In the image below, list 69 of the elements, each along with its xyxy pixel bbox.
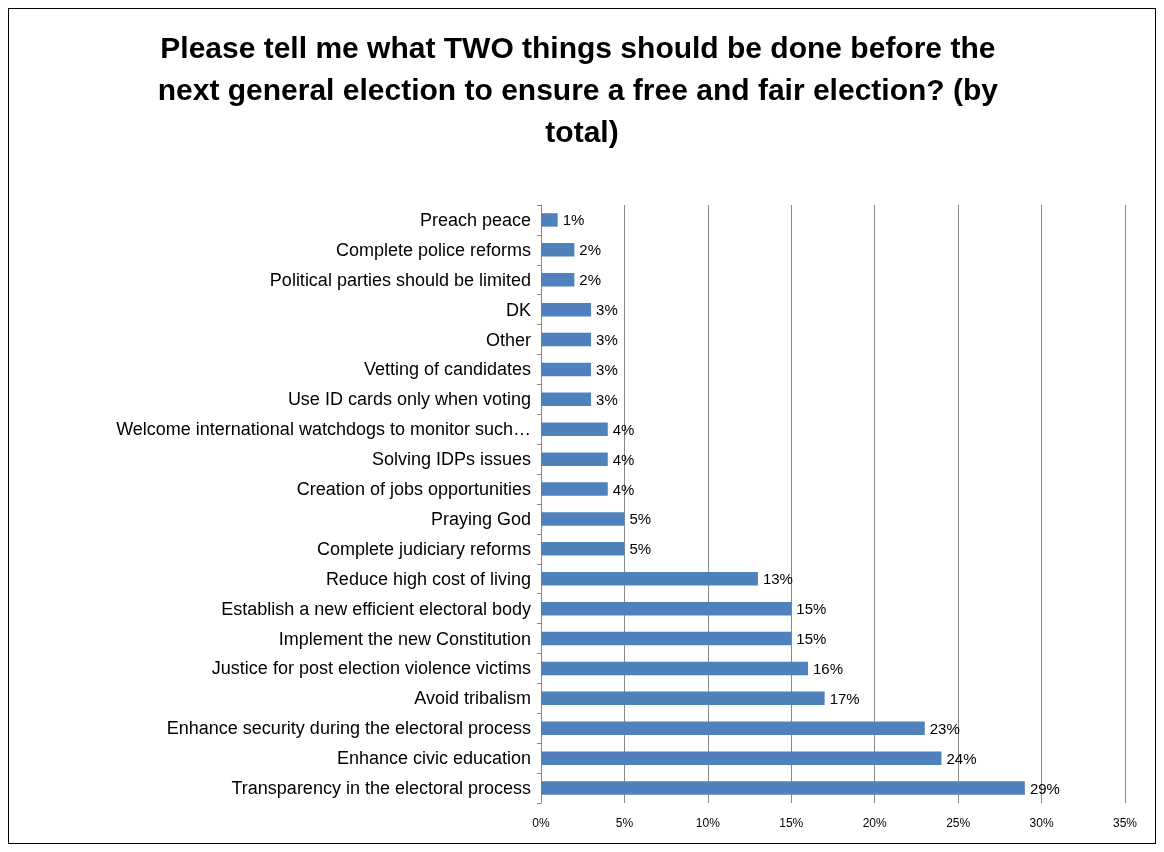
data-label: 2% — [579, 271, 602, 289]
x-tick-label: 35% — [1112, 816, 1138, 830]
data-label: 17% — [829, 689, 860, 707]
data-label: 5% — [629, 540, 652, 558]
data-label: 4% — [612, 420, 635, 438]
chart-title: Please tell me what TWO things should be done before the next general election to ensure a free and fair election? (by total) — [157, 30, 1007, 148]
bar — [541, 243, 575, 257]
y-tick-label: Praying God — [430, 508, 531, 529]
data-label: 13% — [762, 570, 793, 588]
data-label: 16% — [812, 659, 843, 677]
bar — [541, 392, 592, 407]
x-tick-label: 25% — [946, 816, 971, 830]
x-tick-label: 5% — [615, 816, 634, 830]
bar — [541, 721, 925, 735]
y-tick-label: Implement the new Constitution — [278, 628, 531, 649]
y-tick-label: Transparency in the electoral process — [231, 778, 531, 799]
y-tick-label: Enhance civic education — [336, 748, 531, 769]
x-tick-label: 30% — [1029, 816, 1054, 830]
y-tick-label: Vetting of candidates — [363, 359, 531, 380]
y-tick-label: Justice for post election violence victims — [211, 658, 531, 679]
data-label: 1% — [562, 211, 585, 229]
bar — [541, 332, 592, 347]
data-label: 5% — [629, 510, 652, 528]
y-tick-label: Establish a new efficient electoral body — [221, 598, 531, 619]
data-label: 4% — [612, 480, 635, 498]
bar — [541, 512, 625, 526]
bar — [541, 482, 608, 496]
data-label: 3% — [596, 301, 618, 319]
bar — [541, 572, 758, 586]
y-tick-label: Political parties should be limited — [269, 269, 531, 290]
data-label: 2% — [579, 241, 602, 259]
y-tick-label: Welcome international watchdogs to monitor such… — [116, 419, 531, 440]
bar — [541, 422, 608, 436]
bar — [541, 691, 825, 706]
y-tick-label: Complete judiciary reforms — [316, 538, 531, 559]
data-label: 15% — [796, 630, 827, 648]
bar — [541, 213, 558, 227]
y-tick-label: Creation of jobs opportunities — [296, 479, 531, 500]
y-tick-label: DK — [505, 299, 531, 320]
bar — [541, 781, 1025, 795]
bar — [541, 542, 625, 556]
y-tick-label: Other — [485, 329, 531, 350]
bar — [541, 273, 575, 287]
data-label: 24% — [946, 749, 977, 767]
y-tick-label: Reduce high cost of living — [325, 568, 531, 589]
x-tick-label: 0% — [532, 816, 550, 830]
bar — [541, 601, 792, 616]
y-tick-label: Preach peace — [419, 209, 531, 230]
x-tick-label: 15% — [779, 816, 804, 830]
data-label: 23% — [929, 719, 960, 737]
bar — [541, 362, 592, 377]
y-tick-label: Enhance security during the electoral process — [166, 718, 531, 739]
x-tick-label: 10% — [695, 816, 721, 830]
y-tick-label: Use ID cards only when voting — [287, 389, 531, 410]
bar — [541, 631, 792, 646]
bar — [541, 452, 608, 466]
bar — [541, 661, 808, 676]
bar — [541, 751, 942, 765]
bar — [541, 302, 592, 317]
data-label: 29% — [1029, 779, 1060, 797]
data-label: 4% — [612, 450, 635, 468]
y-tick-label: Complete police reforms — [335, 239, 531, 260]
data-label: 3% — [596, 390, 618, 408]
data-label: 3% — [596, 360, 618, 378]
x-tick-label: 20% — [862, 816, 888, 830]
y-tick-label: Solving IDPs issues — [371, 449, 531, 470]
data-label: 15% — [796, 600, 827, 618]
y-tick-label: Avoid tribalism — [414, 688, 531, 709]
data-label: 3% — [596, 331, 618, 349]
